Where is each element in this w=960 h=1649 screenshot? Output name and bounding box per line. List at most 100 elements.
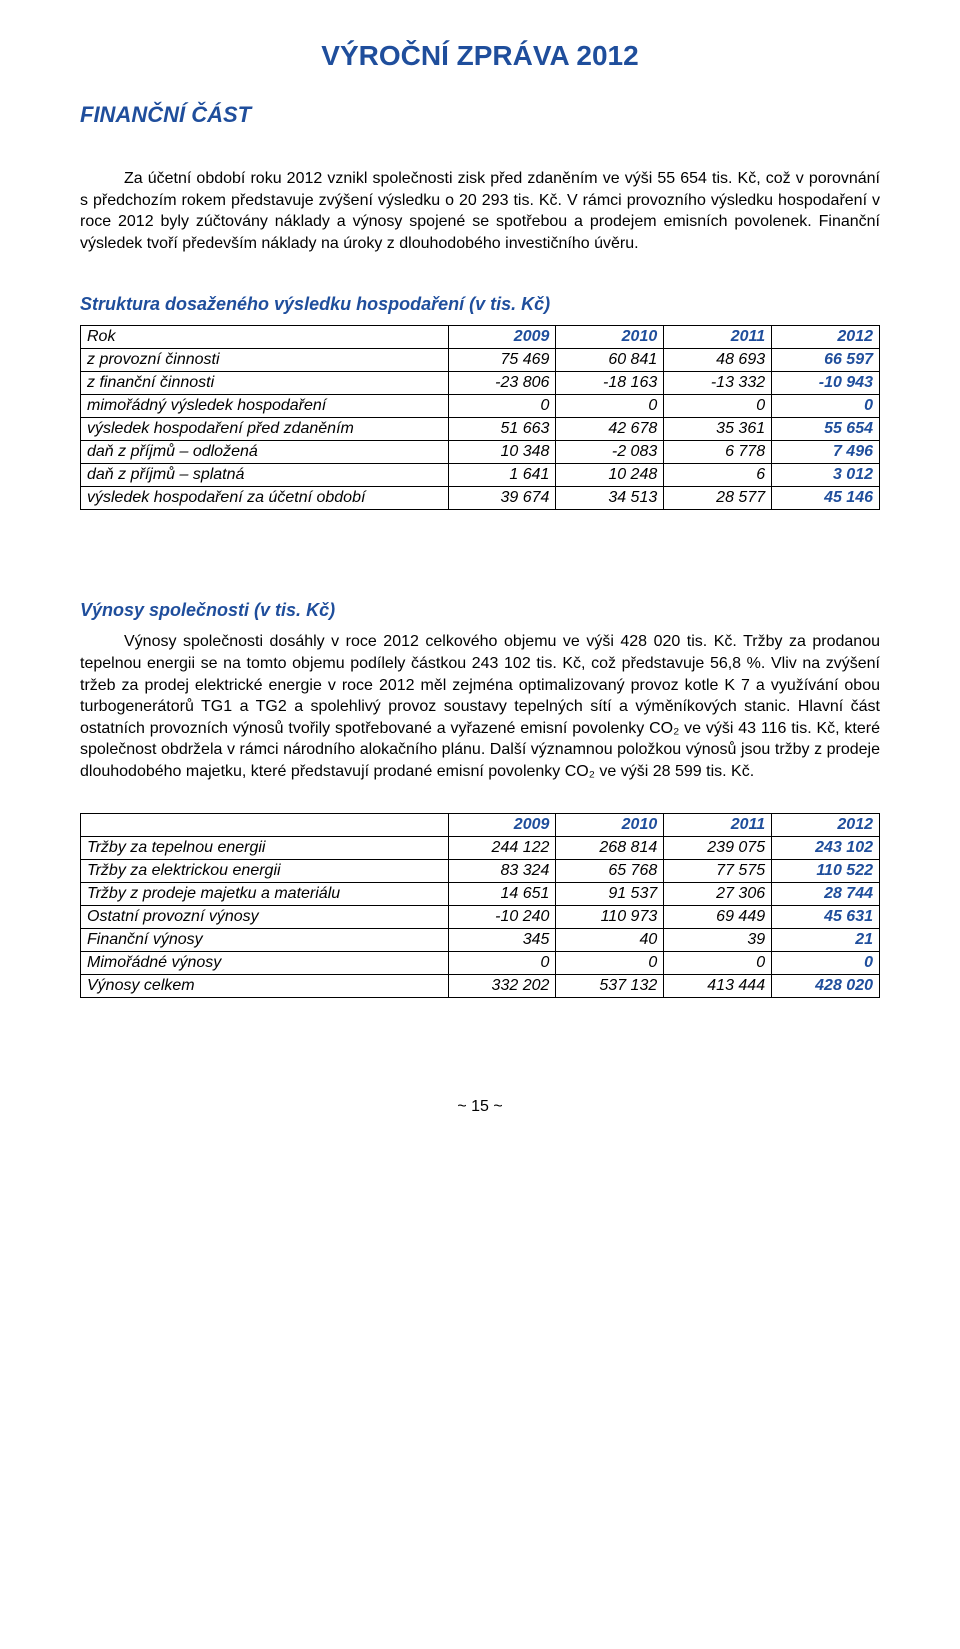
row-value: -18 163 xyxy=(556,372,664,395)
table-structure-results: Rok2009201020112012z provozní činnosti75… xyxy=(80,325,880,510)
row-value: 345 xyxy=(448,928,556,951)
row-value: 91 537 xyxy=(556,882,664,905)
table-row: Výnosy celkem332 202537 132413 444428 02… xyxy=(81,974,880,997)
table-row: Ostatní provozní výnosy-10 240110 97369 … xyxy=(81,905,880,928)
row-label: Finanční výnosy xyxy=(81,928,449,951)
row-value: 0 xyxy=(556,395,664,418)
row-value: 0 xyxy=(664,951,772,974)
row-value: 1 641 xyxy=(448,464,556,487)
table-row: z provozní činnosti75 46960 84148 69366 … xyxy=(81,349,880,372)
row-value: 0 xyxy=(556,951,664,974)
table-header-label: Rok xyxy=(81,326,449,349)
table-header-label xyxy=(81,813,449,836)
row-value: 83 324 xyxy=(448,859,556,882)
row-label: výsledek hospodaření za účetní období xyxy=(81,487,449,510)
table-row: mimořádný výsledek hospodaření0000 xyxy=(81,395,880,418)
row-value: 10 348 xyxy=(448,441,556,464)
row-value-current: 28 744 xyxy=(772,882,880,905)
row-label: Tržby z prodeje majetku a materiálu xyxy=(81,882,449,905)
row-label: z provozní činnosti xyxy=(81,349,449,372)
row-value: 244 122 xyxy=(448,836,556,859)
table1-heading: Struktura dosaženého výsledku hospodařen… xyxy=(80,294,880,315)
table-row: Tržby za elektrickou energii83 32465 768… xyxy=(81,859,880,882)
section2-paragraph: Výnosy společnosti dosáhly v roce 2012 c… xyxy=(80,631,880,782)
document-title: VÝROČNÍ ZPRÁVA 2012 xyxy=(80,40,880,72)
table-header-year: 2012 xyxy=(772,326,880,349)
row-label: výsledek hospodaření před zdaněním xyxy=(81,418,449,441)
row-value: 35 361 xyxy=(664,418,772,441)
row-value: 40 xyxy=(556,928,664,951)
row-value-current: 66 597 xyxy=(772,349,880,372)
table-row: výsledek hospodaření před zdaněním51 663… xyxy=(81,418,880,441)
row-value: -13 332 xyxy=(664,372,772,395)
row-value: 39 xyxy=(664,928,772,951)
row-label: mimořádný výsledek hospodaření xyxy=(81,395,449,418)
row-label: Tržby za tepelnou energii xyxy=(81,836,449,859)
row-value: 537 132 xyxy=(556,974,664,997)
row-value: 0 xyxy=(448,951,556,974)
row-value: 42 678 xyxy=(556,418,664,441)
page-container: VÝROČNÍ ZPRÁVA 2012 FINANČNÍ ČÁST Za úče… xyxy=(0,0,960,1176)
row-value: 39 674 xyxy=(448,487,556,510)
table-header-year: 2012 xyxy=(772,813,880,836)
row-value: 34 513 xyxy=(556,487,664,510)
row-value: 110 973 xyxy=(556,905,664,928)
row-value: 413 444 xyxy=(664,974,772,997)
row-value: 51 663 xyxy=(448,418,556,441)
row-value: 10 248 xyxy=(556,464,664,487)
row-value-current: 45 146 xyxy=(772,487,880,510)
row-value: 6 xyxy=(664,464,772,487)
table-row: Mimořádné výnosy0000 xyxy=(81,951,880,974)
table-header-year: 2010 xyxy=(556,326,664,349)
row-value-current: 45 631 xyxy=(772,905,880,928)
row-value: 268 814 xyxy=(556,836,664,859)
row-value: 69 449 xyxy=(664,905,772,928)
row-value: 0 xyxy=(448,395,556,418)
row-value: 27 306 xyxy=(664,882,772,905)
row-value-current: 243 102 xyxy=(772,836,880,859)
row-label: Mimořádné výnosy xyxy=(81,951,449,974)
page-number: ~ 15 ~ xyxy=(80,1098,880,1116)
row-value: 6 778 xyxy=(664,441,772,464)
row-value-current: 3 012 xyxy=(772,464,880,487)
row-value-current: 110 522 xyxy=(772,859,880,882)
table-row: Tržby za tepelnou energii244 122268 8142… xyxy=(81,836,880,859)
row-value: 0 xyxy=(664,395,772,418)
table-row: Tržby z prodeje majetku a materiálu14 65… xyxy=(81,882,880,905)
row-value: 65 768 xyxy=(556,859,664,882)
table-header-row: Rok2009201020112012 xyxy=(81,326,880,349)
row-value: 332 202 xyxy=(448,974,556,997)
table-header-year: 2011 xyxy=(664,813,772,836)
row-value: -23 806 xyxy=(448,372,556,395)
row-label: Tržby za elektrickou energii xyxy=(81,859,449,882)
row-value-current: 7 496 xyxy=(772,441,880,464)
row-value-current: 0 xyxy=(772,395,880,418)
row-value: -10 240 xyxy=(448,905,556,928)
table-row: Finanční výnosy345403921 xyxy=(81,928,880,951)
row-value-current: 0 xyxy=(772,951,880,974)
row-label: z finanční činnosti xyxy=(81,372,449,395)
table-row: daň z příjmů – odložená10 348-2 0836 778… xyxy=(81,441,880,464)
row-value-current: 55 654 xyxy=(772,418,880,441)
row-value: 48 693 xyxy=(664,349,772,372)
table-header-row: 2009201020112012 xyxy=(81,813,880,836)
row-value: 28 577 xyxy=(664,487,772,510)
row-value: 77 575 xyxy=(664,859,772,882)
row-value: -2 083 xyxy=(556,441,664,464)
row-label: daň z příjmů – odložená xyxy=(81,441,449,464)
row-value: 60 841 xyxy=(556,349,664,372)
row-label: Výnosy celkem xyxy=(81,974,449,997)
row-value-current: 428 020 xyxy=(772,974,880,997)
row-value: 75 469 xyxy=(448,349,556,372)
table-header-year: 2010 xyxy=(556,813,664,836)
row-value-current: -10 943 xyxy=(772,372,880,395)
row-label: daň z příjmů – splatná xyxy=(81,464,449,487)
section-heading-financial: FINANČNÍ ČÁST xyxy=(80,102,880,128)
section2-heading: Výnosy společnosti (v tis. Kč) xyxy=(80,600,880,621)
table-header-year: 2011 xyxy=(664,326,772,349)
row-value: 239 075 xyxy=(664,836,772,859)
table-revenues: 2009201020112012Tržby za tepelnou energi… xyxy=(80,813,880,998)
table-row: daň z příjmů – splatná1 64110 24863 012 xyxy=(81,464,880,487)
row-label: Ostatní provozní výnosy xyxy=(81,905,449,928)
intro-paragraph: Za účetní období roku 2012 vznikl společ… xyxy=(80,168,880,254)
